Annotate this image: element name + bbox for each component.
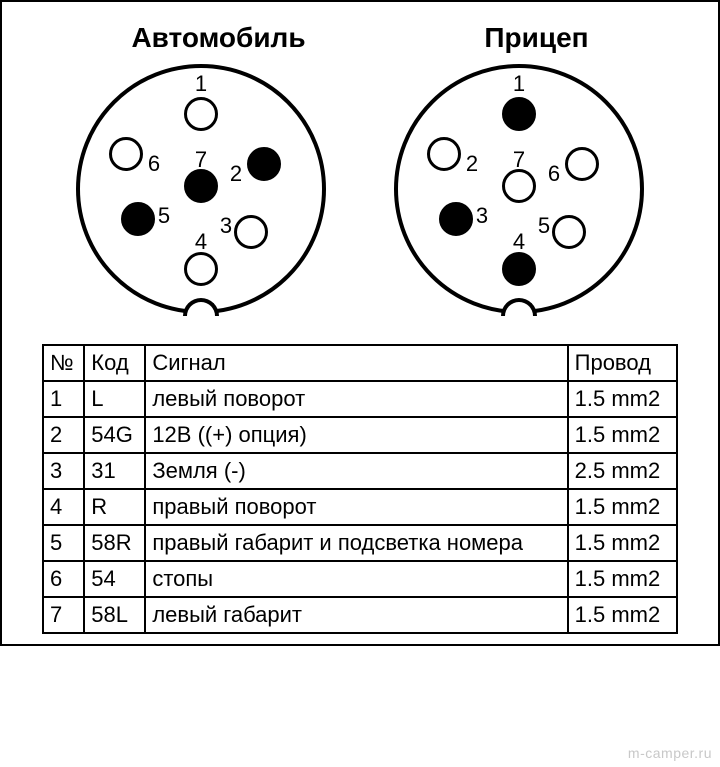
table-cell: 12В ((+) опция) [145, 417, 567, 453]
table-cell: левый габарит [145, 597, 567, 633]
table-cell: 58R [84, 525, 145, 561]
table-cell: 4 [43, 489, 84, 525]
col-signal: Сигнал [145, 345, 567, 381]
table-cell: 5 [43, 525, 84, 561]
pin-label-7: 7 [513, 147, 525, 173]
pin-5 [121, 202, 155, 236]
table-cell: R [84, 489, 145, 525]
table-cell: 54G [84, 417, 145, 453]
pin-label-2: 2 [466, 151, 478, 177]
pinout-table: № Код Сигнал Провод 1Lлевый поворот1.5 m… [42, 344, 678, 634]
table-cell: 58L [84, 597, 145, 633]
table-cell: стопы [145, 561, 567, 597]
table-cell: 54 [84, 561, 145, 597]
pin-label-1: 1 [195, 71, 207, 97]
watermark: m-camper.ru [628, 745, 712, 761]
title-car: Автомобиль [131, 22, 305, 54]
table-body: 1Lлевый поворот1.5 mm2254G12В ((+) опция… [43, 381, 677, 633]
pin-label-2: 2 [230, 161, 242, 187]
table-cell: 1.5 mm2 [568, 381, 677, 417]
table-cell: Земля (-) [145, 453, 567, 489]
table-cell: 31 [84, 453, 145, 489]
title-trailer: Прицеп [484, 22, 588, 54]
connector-trailer: 1 6 543 2 7 [394, 64, 644, 314]
pin-6 [565, 147, 599, 181]
pin-3 [439, 202, 473, 236]
connector-car: 1 2 345 6 7 [76, 64, 326, 314]
pin-label-7: 7 [195, 147, 207, 173]
pin-7 [184, 169, 218, 203]
pin-label-3: 3 [220, 213, 232, 239]
table-row: 331Земля (-)2.5 mm2 [43, 453, 677, 489]
pin-2 [427, 137, 461, 171]
table-row: 654стопы1.5 mm2 [43, 561, 677, 597]
pin-6 [109, 137, 143, 171]
pin-5 [552, 215, 586, 249]
col-code: Код [84, 345, 145, 381]
table-cell: L [84, 381, 145, 417]
pin-label-4: 4 [513, 229, 525, 255]
pin-7 [502, 169, 536, 203]
table-row: 558Rправый габарит и подсветка номера1.5… [43, 525, 677, 561]
pin-4 [184, 252, 218, 286]
table-cell: 1.5 mm2 [568, 597, 677, 633]
page-wrapper: Автомобиль Прицеп 1234567 1654327 № Код … [0, 0, 720, 767]
table-row: 254G12В ((+) опция)1.5 mm2 [43, 417, 677, 453]
pin-label-1: 1 [513, 71, 525, 97]
table-cell: 6 [43, 561, 84, 597]
table-header-row: № Код Сигнал Провод [43, 345, 677, 381]
table-row: 758Lлевый габарит1.5 mm2 [43, 597, 677, 633]
col-wire: Провод [568, 345, 677, 381]
table-row: 1Lлевый поворот1.5 mm2 [43, 381, 677, 417]
pin-3 [234, 215, 268, 249]
table-cell: правый поворот [145, 489, 567, 525]
table-cell: 1.5 mm2 [568, 561, 677, 597]
pin-label-4: 4 [195, 229, 207, 255]
table-cell: правый габарит и подсветка номера [145, 525, 567, 561]
container: Автомобиль Прицеп 1234567 1654327 № Код … [0, 0, 720, 646]
table-cell: 3 [43, 453, 84, 489]
pin-label-6: 6 [148, 151, 160, 177]
pin-label-3: 3 [476, 203, 488, 229]
table-cell: 2 [43, 417, 84, 453]
pin-label-5: 5 [538, 213, 550, 239]
pin-1 [502, 97, 536, 131]
table-cell: 7 [43, 597, 84, 633]
table-cell: левый поворот [145, 381, 567, 417]
col-num: № [43, 345, 84, 381]
pin-1 [184, 97, 218, 131]
diagram-row: 1234567 1654327 [42, 64, 678, 314]
pin-2 [247, 147, 281, 181]
pin-label-5: 5 [158, 203, 170, 229]
table-cell: 1.5 mm2 [568, 417, 677, 453]
pin-label-6: 6 [548, 161, 560, 187]
pin-4 [502, 252, 536, 286]
table-row: 4Rправый поворот1.5 mm2 [43, 489, 677, 525]
table-cell: 2.5 mm2 [568, 453, 677, 489]
table-cell: 1 [43, 381, 84, 417]
table-cell: 1.5 mm2 [568, 525, 677, 561]
table-cell: 1.5 mm2 [568, 489, 677, 525]
title-row: Автомобиль Прицеп [42, 22, 678, 54]
